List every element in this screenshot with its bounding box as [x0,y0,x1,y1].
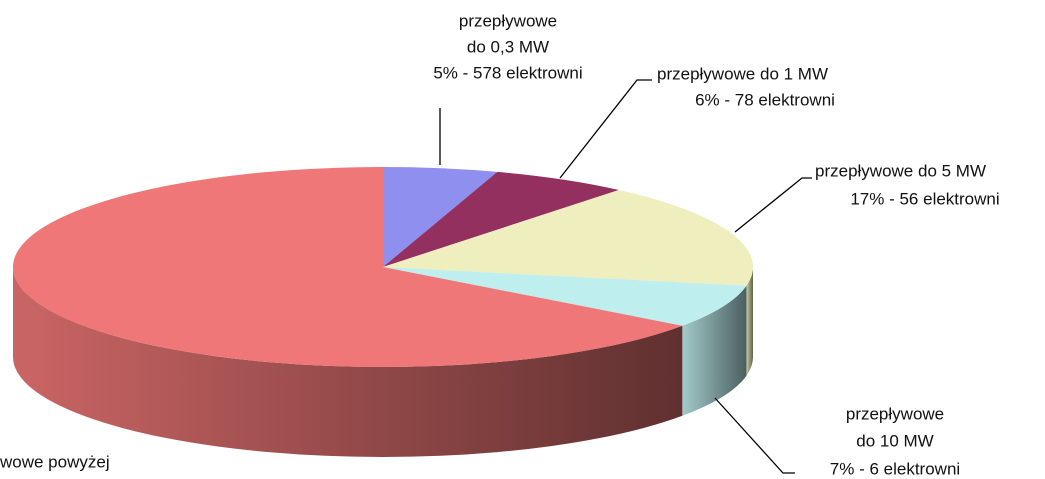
value-label: 17% - 56 elektrowni [850,189,999,208]
value-label: 6% - 78 elektrowni [695,90,835,109]
slice-label: do 10 MW [856,431,933,450]
leader-line [714,397,795,474]
slice-side [682,285,747,416]
pie [13,167,753,457]
slice-label: wowe powyżej [0,452,110,471]
slice [383,171,619,267]
leader-line [734,177,812,233]
slice [383,167,498,267]
slice-label: przepływowe do 5 MW [815,161,986,180]
slice-label: przepływowe do 1 MW [657,64,828,83]
slice-side [13,267,683,457]
value-label: 5% - 578 elektrowni [433,63,582,82]
slice [13,167,683,368]
slice-label: do 0,3 MW [467,37,549,56]
slice-side [746,267,753,376]
leader-line [559,79,652,179]
value-label: 7% - 6 elektrowni [830,459,960,478]
slice-label: przepływowe [459,11,557,30]
slice [383,267,747,326]
slice [383,189,753,286]
slice-label: przepływowe [846,404,944,423]
